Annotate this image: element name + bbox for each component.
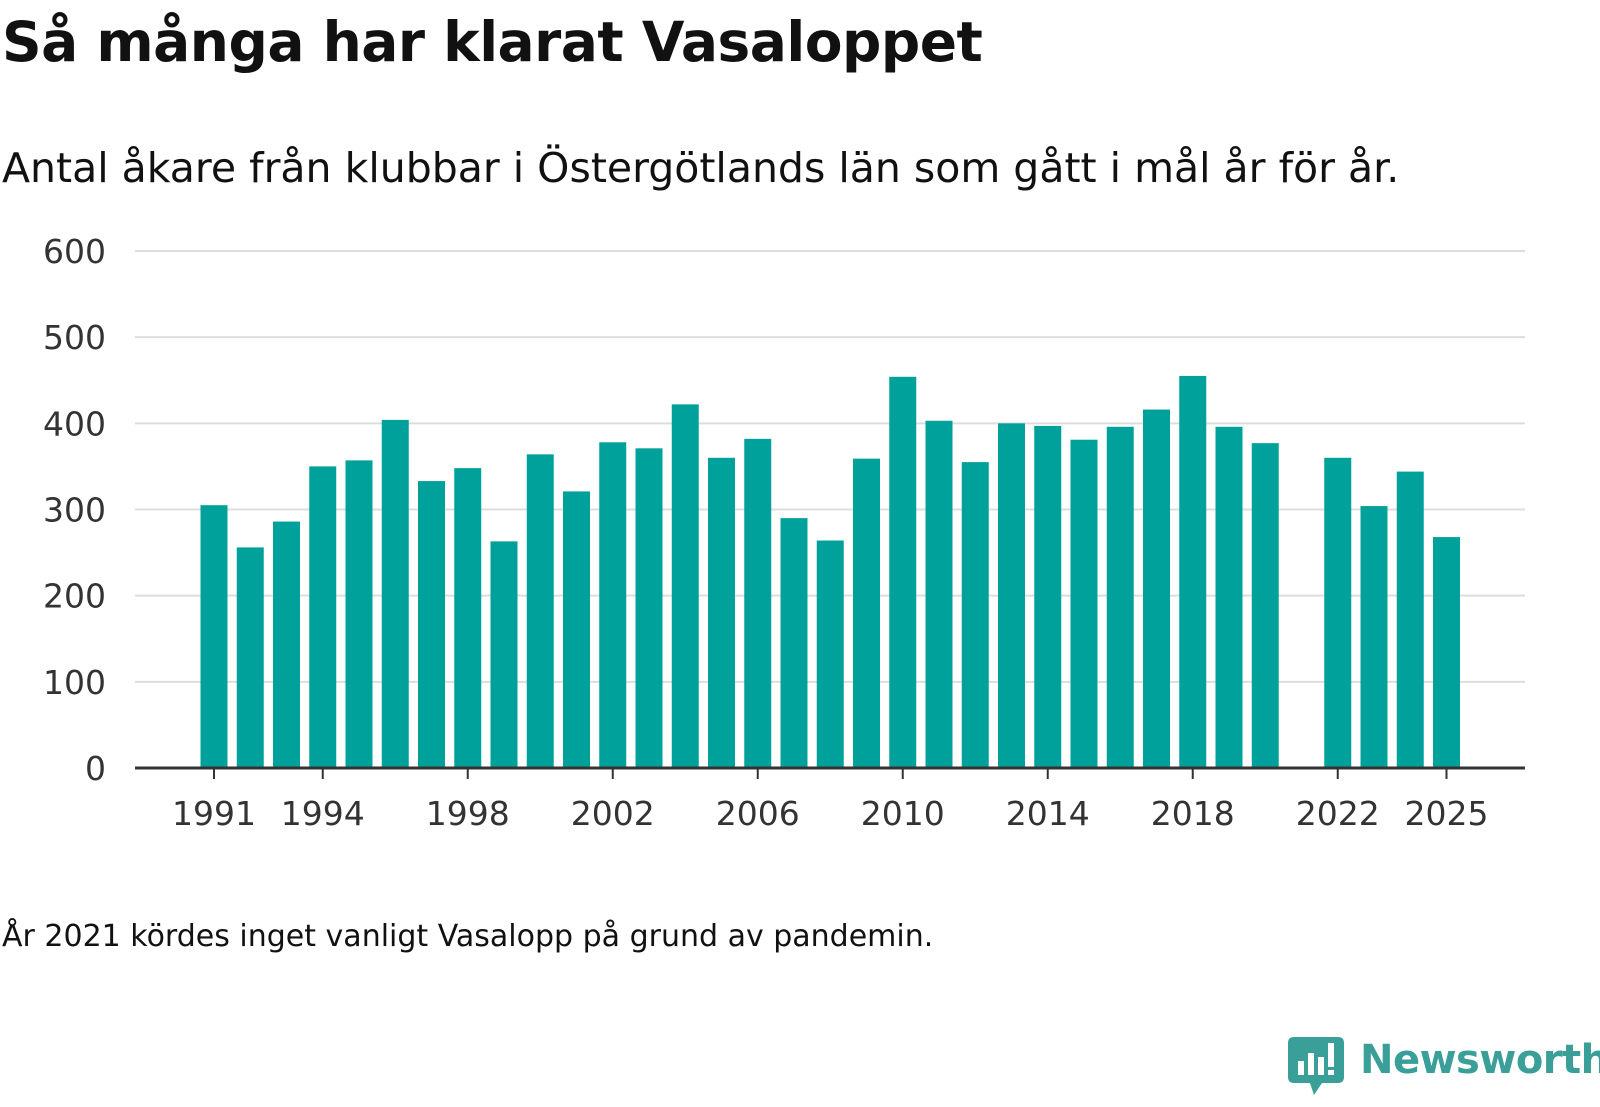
- bar: [200, 505, 228, 768]
- bar: [708, 457, 735, 768]
- x-tick-label: 2010: [861, 794, 945, 833]
- bar: [671, 404, 699, 768]
- bar: [780, 518, 808, 768]
- bar: [816, 540, 844, 768]
- bar: [563, 491, 590, 768]
- bar: [273, 521, 300, 768]
- bar: [454, 468, 482, 768]
- x-tick-label: 2006: [716, 794, 800, 833]
- bar: [1433, 537, 1460, 768]
- y-tick-label: 0: [85, 749, 106, 788]
- bar: [599, 442, 627, 768]
- bar: [961, 462, 989, 768]
- bar-chart: 0 100 200 300 400 500 600 1991 1994 1998 2002 2006 2…: [43, 232, 1525, 833]
- bar: [1106, 426, 1134, 768]
- y-tick-label: 600: [43, 232, 106, 271]
- bar: [1143, 409, 1170, 768]
- y-tick-label: 100: [43, 663, 106, 702]
- chart-subtitle: Antal åkare från klubbar i Östergötlands…: [2, 144, 1400, 192]
- bar: [998, 423, 1025, 768]
- x-tick-label: 2022: [1296, 794, 1380, 833]
- footnote: År 2021 kördes inget vanligt Vasalopp på…: [2, 919, 934, 954]
- bar: [1396, 471, 1424, 768]
- bar: [418, 481, 445, 768]
- y-tick-label: 400: [43, 404, 106, 443]
- y-tick-label: 300: [43, 491, 106, 530]
- bar: [744, 438, 772, 768]
- newsworthy-logo: Newsworthy: [1288, 1037, 1600, 1107]
- chart-title: Så många har klarat Vasaloppet: [2, 10, 983, 74]
- x-tick-label: 1998: [426, 794, 510, 833]
- bar: [635, 448, 663, 768]
- y-tick-label: 200: [43, 577, 106, 616]
- bar: [1070, 439, 1098, 768]
- x-tick-label: 2025: [1405, 794, 1489, 833]
- bar: [1324, 457, 1352, 768]
- bar: [853, 458, 880, 768]
- bar: [1215, 426, 1243, 768]
- bar: [236, 547, 264, 768]
- x-tick-label: 1991: [172, 794, 256, 833]
- x-tick-label: 2014: [1006, 794, 1090, 833]
- bar: [490, 541, 518, 768]
- logo-text: Newsworthy: [1360, 1037, 1600, 1083]
- x-tick-label: 1994: [281, 794, 365, 833]
- bar: [526, 454, 554, 768]
- bar: [1360, 506, 1388, 768]
- bar: [309, 466, 337, 768]
- x-tick-label: 2002: [571, 794, 655, 833]
- y-tick-label: 500: [43, 318, 106, 357]
- bar: [889, 376, 917, 768]
- bar: [925, 420, 953, 768]
- bar: [1034, 425, 1062, 768]
- bar: [1179, 375, 1207, 768]
- bar: [345, 460, 373, 768]
- x-tick-label: 2018: [1151, 794, 1235, 833]
- newsworthy-logo-icon: [1288, 1037, 1344, 1095]
- bar: [1251, 443, 1279, 768]
- bar: [381, 419, 409, 768]
